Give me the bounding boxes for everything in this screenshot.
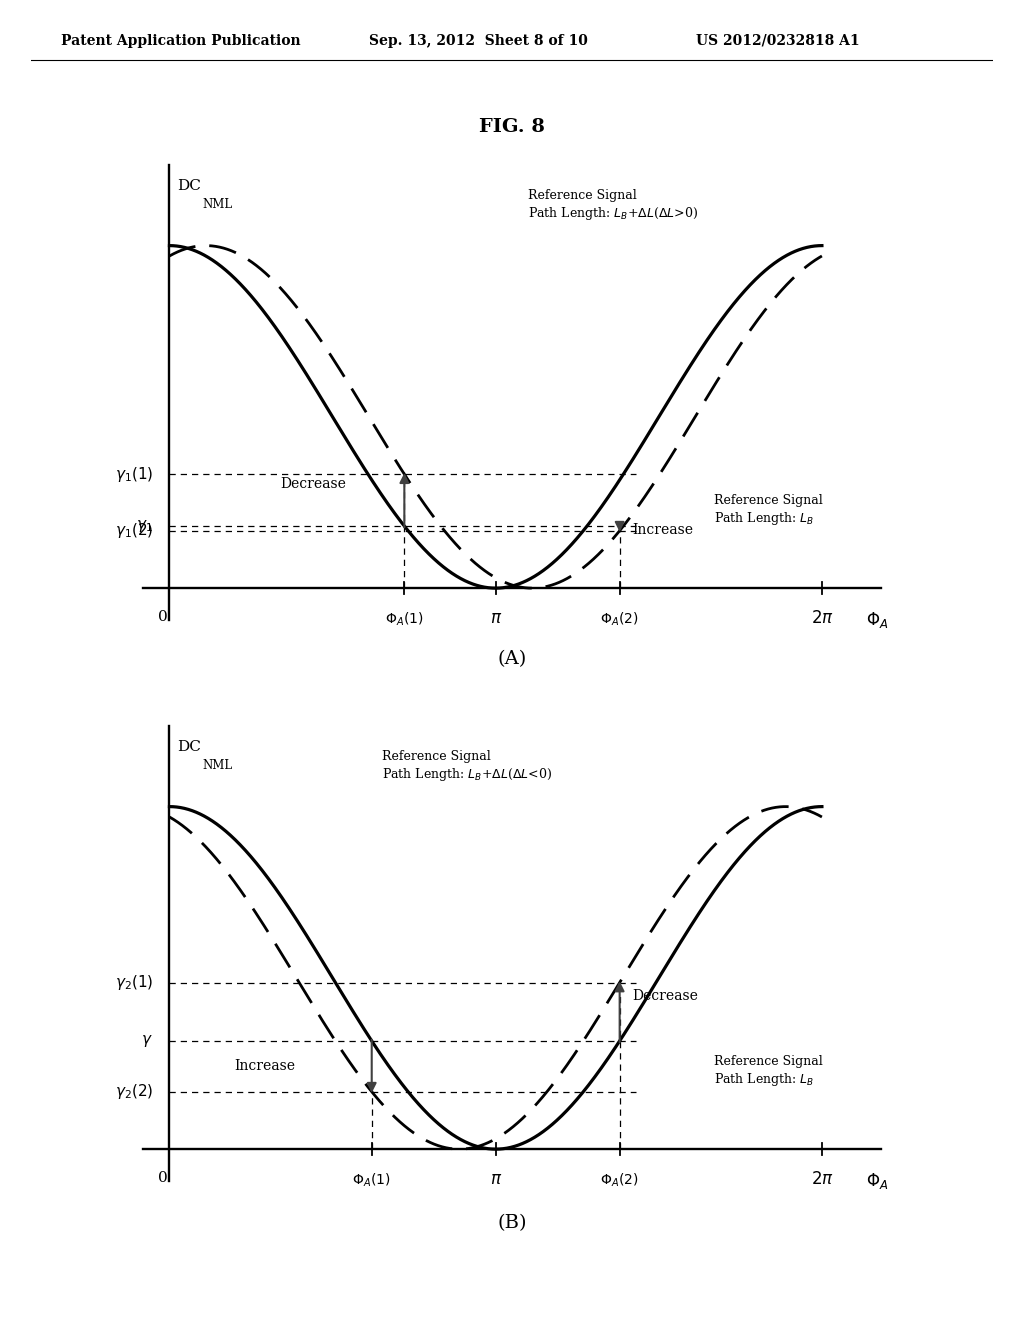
Text: $\Phi_A(2)$: $\Phi_A(2)$ [600, 1171, 639, 1189]
Text: US 2012/0232818 A1: US 2012/0232818 A1 [696, 34, 860, 48]
Text: $\Phi_A$: $\Phi_A$ [866, 1171, 889, 1192]
Text: $\gamma_1(1)$: $\gamma_1(1)$ [115, 465, 154, 483]
Text: 0: 0 [158, 1171, 168, 1185]
Text: $2\pi$: $2\pi$ [811, 610, 834, 627]
Text: $\pi$: $\pi$ [489, 1171, 502, 1188]
Text: $\gamma_2(2)$: $\gamma_2(2)$ [115, 1082, 154, 1101]
Text: FIG. 8: FIG. 8 [479, 117, 545, 136]
Text: $\gamma$: $\gamma$ [141, 1034, 154, 1049]
Text: $\gamma_1(2)$: $\gamma_1(2)$ [115, 521, 154, 540]
Text: $\gamma_1$: $\gamma_1$ [136, 517, 154, 535]
Text: $\Phi_A$: $\Phi_A$ [866, 610, 889, 631]
Text: $\Phi_A(1)$: $\Phi_A(1)$ [352, 1171, 391, 1189]
Text: $2\pi$: $2\pi$ [811, 1171, 834, 1188]
Text: Patent Application Publication: Patent Application Publication [61, 34, 301, 48]
Text: (A): (A) [498, 649, 526, 668]
Text: Decrease: Decrease [281, 477, 346, 491]
Text: Increase: Increase [633, 524, 693, 537]
Text: DC: DC [177, 180, 202, 193]
Text: Increase: Increase [234, 1060, 296, 1073]
Text: $\Phi_A(1)$: $\Phi_A(1)$ [385, 610, 424, 628]
Text: $\Phi_A(2)$: $\Phi_A(2)$ [600, 610, 639, 628]
Text: Sep. 13, 2012  Sheet 8 of 10: Sep. 13, 2012 Sheet 8 of 10 [369, 34, 588, 48]
Text: Decrease: Decrease [633, 989, 698, 1003]
Text: Reference Signal
Path Length: $L_B$+$\Delta L$($\Delta L$>0): Reference Signal Path Length: $L_B$+$\De… [528, 189, 698, 222]
Text: DC: DC [177, 741, 202, 754]
Text: (B): (B) [498, 1213, 526, 1232]
Text: $\pi$: $\pi$ [489, 610, 502, 627]
Text: NML: NML [202, 198, 232, 211]
Text: NML: NML [202, 759, 232, 772]
Text: Reference Signal
Path Length: $L_B$: Reference Signal Path Length: $L_B$ [715, 495, 823, 527]
Text: 0: 0 [158, 610, 168, 624]
Text: Reference Signal
Path Length: $L_B$+$\Delta L$($\Delta L$<0): Reference Signal Path Length: $L_B$+$\De… [382, 750, 552, 783]
Text: $\gamma_2(1)$: $\gamma_2(1)$ [115, 973, 154, 993]
Text: Reference Signal
Path Length: $L_B$: Reference Signal Path Length: $L_B$ [715, 1056, 823, 1088]
